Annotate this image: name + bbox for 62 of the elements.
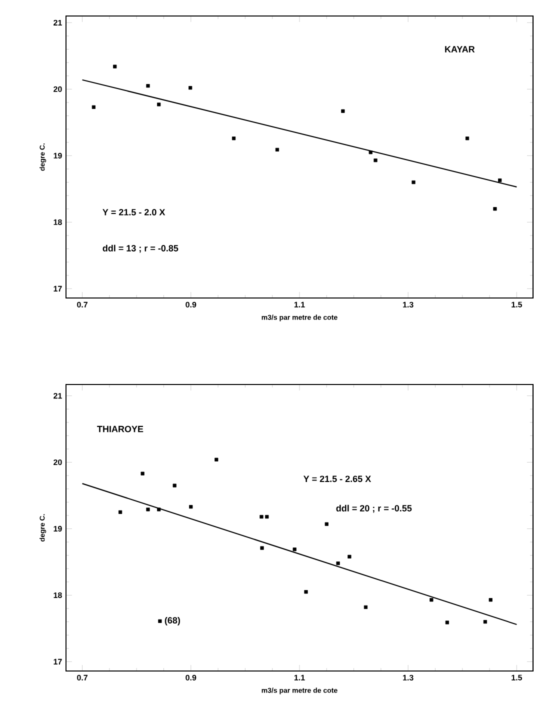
annotation: Y = 21.5 - 2.0 X bbox=[102, 209, 166, 216]
x-tick-label: 1.1 bbox=[294, 302, 305, 308]
point bbox=[445, 620, 449, 624]
point bbox=[488, 598, 492, 602]
annotation: (68) bbox=[164, 616, 180, 626]
point bbox=[374, 158, 378, 162]
x-tick-label: 0.7 bbox=[77, 674, 88, 680]
point bbox=[232, 136, 236, 140]
point bbox=[157, 508, 161, 512]
point bbox=[336, 562, 340, 566]
point bbox=[364, 605, 368, 609]
y-tick-label: 18 bbox=[54, 219, 62, 226]
point bbox=[118, 510, 122, 514]
point bbox=[341, 109, 345, 113]
point bbox=[304, 590, 308, 594]
text: KAYAR bbox=[445, 46, 475, 52]
y-tick-label: 17 bbox=[54, 286, 62, 292]
x-tick-label: 1.1 bbox=[294, 674, 305, 680]
point bbox=[113, 64, 117, 68]
point bbox=[146, 508, 150, 512]
point bbox=[498, 178, 502, 182]
point bbox=[158, 619, 162, 623]
x-tick-label: 1.5 bbox=[512, 674, 522, 680]
x-tick-label: 1.3 bbox=[403, 302, 414, 308]
point bbox=[348, 554, 352, 558]
point bbox=[157, 102, 161, 106]
y-tick-label: 18 bbox=[54, 592, 62, 598]
point bbox=[260, 546, 264, 550]
point bbox=[412, 180, 416, 184]
point bbox=[172, 484, 176, 488]
point bbox=[188, 86, 192, 90]
y-tick-label: 17 bbox=[54, 658, 62, 664]
point bbox=[493, 207, 497, 211]
y-tick-label: 19 bbox=[54, 526, 62, 532]
point bbox=[275, 148, 280, 152]
point bbox=[430, 598, 434, 602]
annotation: ddl = 13 ; r = -0.85 bbox=[102, 244, 178, 253]
point bbox=[92, 105, 96, 109]
point bbox=[260, 514, 264, 519]
point bbox=[483, 620, 488, 624]
point bbox=[189, 505, 193, 509]
y-tick-label: 19 bbox=[54, 152, 62, 159]
x-tick-label: 0.9 bbox=[186, 674, 196, 680]
annotation: Y = 21.5 - 2.65 X bbox=[303, 476, 372, 482]
y-tick-label: 20 bbox=[54, 459, 62, 466]
point bbox=[465, 136, 470, 140]
y-tick-label: 21 bbox=[54, 20, 62, 26]
point bbox=[368, 150, 372, 154]
x-tick-label: 0.9 bbox=[186, 302, 196, 308]
point bbox=[324, 522, 328, 526]
x-tick-label: 1.3 bbox=[403, 674, 414, 681]
annotation: ddl = 20 ; r = -0.55 bbox=[336, 504, 412, 513]
x-tick-label: 1.5 bbox=[512, 302, 522, 308]
point bbox=[292, 548, 296, 552]
point bbox=[265, 514, 269, 519]
point bbox=[214, 458, 218, 462]
text: THIAROYE bbox=[97, 426, 144, 432]
point bbox=[140, 472, 144, 476]
y-tick-label: 20 bbox=[54, 86, 62, 92]
point bbox=[146, 84, 150, 88]
y-tick-label: 21 bbox=[54, 393, 62, 399]
x-tick-label: 0.7 bbox=[77, 302, 88, 308]
